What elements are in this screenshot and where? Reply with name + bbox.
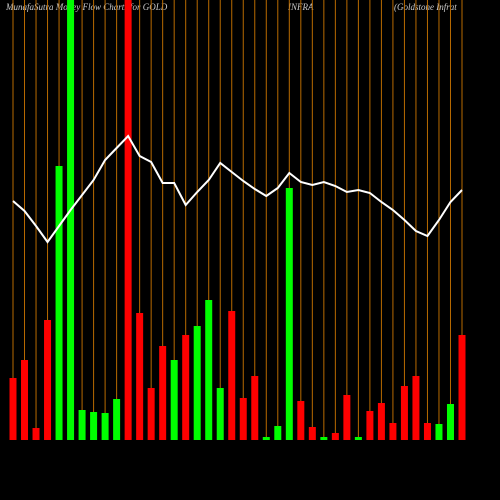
bar [412, 376, 420, 440]
bar [331, 433, 339, 440]
bar [389, 423, 397, 440]
bar [205, 300, 213, 440]
bar [44, 320, 52, 440]
bar [262, 437, 270, 440]
chart-title-part: (Goldstone Infrat [394, 2, 457, 12]
money-flow-line [12, 134, 463, 244]
bar [239, 398, 247, 440]
bar [216, 388, 224, 440]
bar [170, 360, 178, 440]
bar [78, 410, 86, 440]
bar [90, 412, 98, 440]
bar [320, 437, 328, 440]
bar [9, 378, 17, 440]
bar [147, 388, 155, 440]
bar [159, 346, 167, 440]
bar [377, 403, 385, 440]
bar [101, 413, 109, 440]
bar [435, 424, 443, 440]
bar [55, 166, 63, 440]
bar [354, 437, 362, 440]
bar [400, 386, 408, 440]
bar [458, 335, 466, 440]
bar [446, 404, 454, 440]
bar [251, 376, 259, 440]
bar [193, 326, 201, 440]
bar [308, 427, 316, 440]
bar [285, 188, 293, 440]
bar [124, 0, 132, 440]
bar [67, 0, 75, 440]
bar [32, 428, 40, 440]
bar [182, 335, 190, 440]
bar [297, 401, 305, 440]
bar [113, 399, 121, 440]
bar [228, 311, 236, 440]
bar [136, 313, 144, 440]
chart-title: MunafaSutra Money Flow Charts for GOLD [5, 2, 168, 12]
bar [423, 423, 431, 440]
bar [366, 411, 374, 440]
bar [274, 426, 282, 440]
bar [21, 360, 29, 440]
bar [343, 395, 351, 440]
